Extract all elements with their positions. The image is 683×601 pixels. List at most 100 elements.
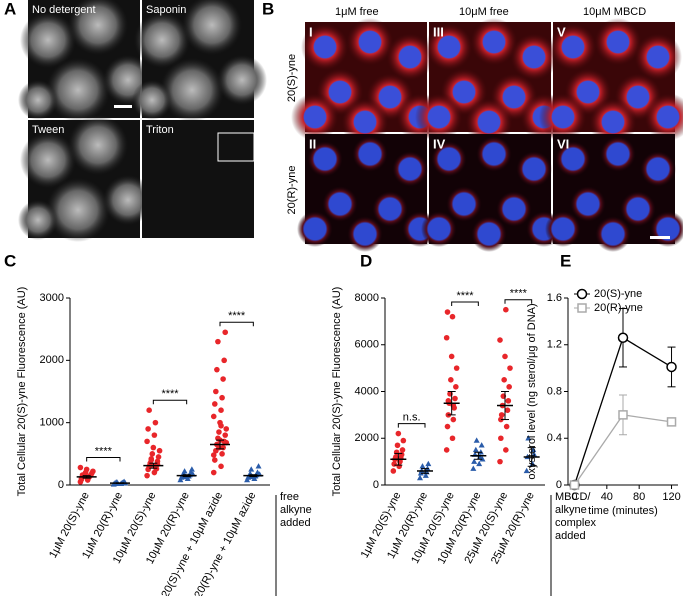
data-point — [400, 437, 407, 444]
data-point — [216, 444, 222, 451]
cell — [182, 0, 242, 55]
significance-label: **** — [161, 388, 179, 400]
row-label: 20(S)-yne — [286, 54, 298, 102]
y-tick-label: 1.6 — [547, 292, 562, 304]
image-label: Tween — [32, 124, 64, 136]
significance-label: **** — [95, 445, 113, 457]
y-axis-label: Total Cellular 20(S)-yne Fluorescence (A… — [16, 287, 28, 497]
cell — [134, 12, 190, 68]
cell — [291, 93, 339, 141]
data-point — [218, 407, 224, 414]
data-point — [443, 334, 450, 341]
data-point — [472, 446, 479, 453]
significance-bracket — [397, 423, 426, 428]
y-tick-label: 0 — [556, 479, 562, 491]
data-point — [391, 461, 397, 467]
micrograph: IV — [421, 134, 562, 252]
y-tick-label: 2000 — [355, 432, 379, 444]
panel-letter: D — [360, 251, 372, 270]
cell — [307, 141, 343, 177]
side-note: free — [280, 491, 299, 503]
cell — [425, 23, 473, 71]
significance-bracket — [86, 457, 121, 462]
cell — [103, 175, 153, 225]
y-tick-label: 0.8 — [547, 385, 562, 397]
cell — [297, 211, 333, 247]
cell — [68, 0, 128, 55]
data-point — [248, 466, 255, 472]
data-point — [399, 447, 406, 453]
panel-letter: E — [560, 251, 571, 270]
panel-numeral: VI — [557, 136, 569, 151]
cell — [620, 191, 656, 227]
cell — [352, 136, 388, 172]
cell — [570, 186, 606, 222]
data-point — [152, 419, 159, 426]
data-point — [448, 353, 455, 360]
panel-letter: A — [4, 0, 16, 18]
cell — [46, 178, 110, 242]
data-point — [146, 407, 152, 414]
data-point — [150, 444, 157, 451]
data-point — [218, 463, 224, 470]
data-point — [220, 376, 226, 382]
data-point — [210, 413, 217, 420]
inset — [217, 132, 255, 162]
panel-numeral: V — [557, 24, 566, 39]
data-point — [156, 447, 163, 454]
data-point — [90, 468, 96, 475]
data-point — [523, 467, 530, 474]
cell — [160, 58, 224, 122]
data-point — [498, 412, 505, 418]
data-point — [222, 432, 229, 438]
row-label: 20(R)-yne — [286, 166, 298, 215]
data-point — [529, 460, 536, 467]
data-point — [219, 394, 225, 401]
side-note: alkyne — [555, 504, 587, 516]
image-label: Saponin — [146, 4, 186, 16]
y-tick-label: 0.4 — [547, 432, 562, 444]
cell — [431, 141, 467, 177]
significance-bracket — [451, 301, 479, 307]
cell — [545, 211, 581, 247]
scale-bar — [114, 105, 132, 108]
panel-numeral: III — [433, 24, 444, 39]
cell — [301, 23, 349, 71]
panel-letter: C — [4, 251, 16, 270]
data-point — [504, 407, 511, 414]
legend-label: 20(S)-yne — [594, 288, 642, 300]
micrograph: VI — [545, 134, 683, 252]
cell — [470, 18, 518, 66]
data-point — [443, 447, 450, 453]
cell — [555, 141, 591, 177]
cell — [132, 80, 172, 120]
y-tick-label: 6000 — [355, 339, 379, 351]
side-note: alkyne — [280, 504, 312, 516]
data-point — [470, 465, 477, 471]
y-tick-label: 1.2 — [547, 339, 562, 351]
data-point — [216, 429, 222, 435]
data-point — [395, 430, 402, 437]
cell — [595, 216, 631, 252]
data-point — [497, 458, 503, 465]
data-point — [210, 452, 217, 458]
data-point — [425, 460, 432, 467]
data-point — [448, 377, 454, 383]
panel-numeral: I — [309, 24, 313, 39]
data-point — [188, 466, 195, 472]
data-point — [153, 465, 160, 472]
data-point — [77, 464, 84, 471]
x-axis-label: time (minutes) — [588, 505, 658, 517]
cell — [372, 191, 408, 227]
y-axis-label: Total Cellular 20(S)-yne Fluorescence (A… — [331, 287, 343, 497]
significance-bracket — [219, 321, 254, 327]
data-point — [445, 398, 452, 404]
data-point — [531, 451, 538, 457]
data-point — [148, 456, 155, 462]
data-point — [211, 401, 218, 407]
y-tick-label: 0 — [373, 479, 379, 491]
side-note: added — [280, 517, 311, 529]
cell — [549, 23, 597, 71]
cell — [20, 132, 76, 188]
